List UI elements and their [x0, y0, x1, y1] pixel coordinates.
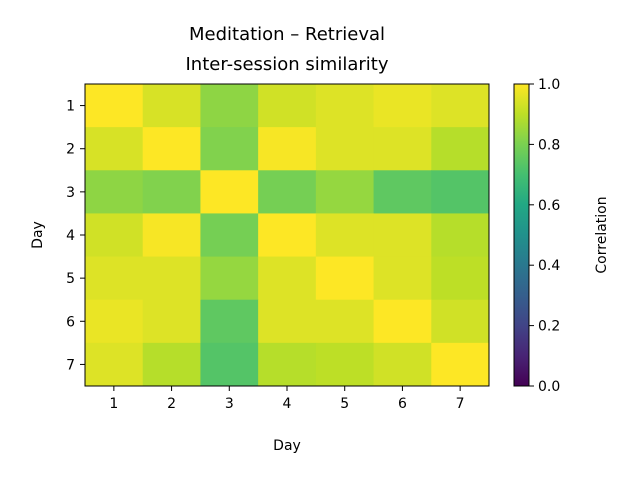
colorbar [513, 83, 530, 387]
heatmap-cell-4-5 [315, 213, 375, 258]
heatmap-cell-1-4 [258, 84, 317, 128]
heatmap-cell-5-4 [258, 256, 317, 301]
heatmap-cell-5-3 [200, 256, 259, 301]
heatmap-cell-5-6 [373, 256, 432, 301]
heatmap-cell-4-2 [142, 213, 201, 258]
y-tick-label: 7 [66, 357, 75, 373]
x-axis-label: Day [273, 438, 301, 454]
y-axis-ticks: 1 2 3 4 5 6 7 [66, 99, 85, 373]
heatmap-cell-3-5 [315, 170, 375, 214]
heatmap-cell-1-5 [315, 84, 375, 128]
y-tick-label: 6 [66, 314, 75, 330]
heatmap-cell-3-2 [142, 170, 201, 214]
heatmap-cell-7-2 [142, 342, 201, 387]
y-tick-label: 1 [66, 99, 75, 115]
heatmap-cell-3-1 [85, 170, 144, 214]
colorbar-tick-label: 0.2 [538, 319, 560, 335]
heatmap-cells [85, 84, 490, 387]
heatmap-cell-6-5 [315, 299, 375, 344]
heatmap-cell-1-2 [142, 84, 201, 128]
heatmap-cell-6-6 [373, 299, 432, 344]
heatmap-cell-1-6 [373, 84, 432, 128]
heatmap-cell-4-3 [200, 213, 259, 258]
heatmap-cell-1-7 [431, 84, 490, 128]
heatmap-cell-4-1 [85, 213, 144, 258]
x-tick-label: 1 [109, 396, 118, 412]
x-tick-label: 2 [167, 396, 176, 412]
y-tick-label: 3 [66, 185, 75, 201]
y-axis-label: Day [30, 221, 46, 249]
heatmap-cell-6-2 [142, 299, 201, 344]
plot-frame [84, 83, 490, 387]
heatmap-cell-5-1 [85, 256, 144, 301]
x-tick-label: 4 [283, 396, 292, 412]
heatmap-cell-2-6 [373, 127, 432, 171]
x-tick-label: 3 [225, 396, 234, 412]
y-tick-label: 2 [66, 142, 75, 158]
x-tick-label: 5 [340, 396, 349, 412]
colorbar-tick-label: 0.0 [538, 379, 560, 395]
heatmap-cell-3-7 [431, 170, 490, 214]
heatmap-cell-3-3 [200, 170, 259, 214]
chart-title-line-2: Inter-session similarity [185, 54, 388, 75]
colorbar-tick-label: 0.6 [538, 198, 560, 214]
heatmap-cell-2-2 [142, 127, 201, 171]
heatmap-cell-5-2 [142, 256, 201, 301]
heatmap-cell-2-7 [431, 127, 490, 171]
heatmap-cell-6-7 [431, 299, 490, 344]
heatmap-cell-2-3 [200, 127, 259, 171]
x-axis-ticks: 1 2 3 4 5 6 7 [109, 386, 465, 412]
heatmap-cell-3-6 [373, 170, 432, 214]
heatmap-cell-7-3 [200, 342, 259, 387]
heatmap-cell-5-5 [315, 256, 375, 301]
chart-title-line-1: Meditation – Retrieval [189, 24, 385, 45]
heatmap-cell-4-7 [431, 213, 490, 258]
heatmap-cell-1-3 [200, 84, 259, 128]
heatmap-cell-6-4 [258, 299, 317, 344]
heatmap-cell-5-7 [431, 256, 490, 301]
y-tick-label: 4 [66, 228, 75, 244]
colorbar-label: Correlation [594, 196, 610, 273]
heatmap-cell-7-5 [315, 342, 375, 387]
heatmap-cell-7-4 [258, 342, 317, 387]
heatmap-cell-2-1 [85, 127, 144, 171]
heatmap-cell-2-4 [258, 127, 317, 171]
colorbar-tick-label: 1.0 [538, 77, 560, 93]
heatmap-cell-4-4 [258, 213, 317, 258]
colorbar-ticks: 0.0 0.2 0.4 0.6 0.8 1.0 [529, 77, 560, 395]
colorbar-tick-label: 0.8 [538, 137, 560, 153]
x-tick-label: 6 [398, 396, 407, 412]
heatmap-cell-6-1 [85, 299, 144, 344]
heatmap-cell-7-6 [373, 342, 432, 387]
heatmap-cell-7-7 [431, 342, 490, 387]
x-tick-label: 7 [456, 396, 465, 412]
heatmap-cell-3-4 [258, 170, 317, 214]
heatmap-cell-6-3 [200, 299, 259, 344]
y-tick-label: 5 [66, 271, 75, 287]
heatmap-cell-1-1 [85, 84, 144, 128]
heatmap-cell-4-6 [373, 213, 432, 258]
heatmap-cell-2-5 [315, 127, 375, 171]
heatmap-cell-7-1 [85, 342, 144, 387]
colorbar-tick-label: 0.4 [538, 258, 560, 274]
